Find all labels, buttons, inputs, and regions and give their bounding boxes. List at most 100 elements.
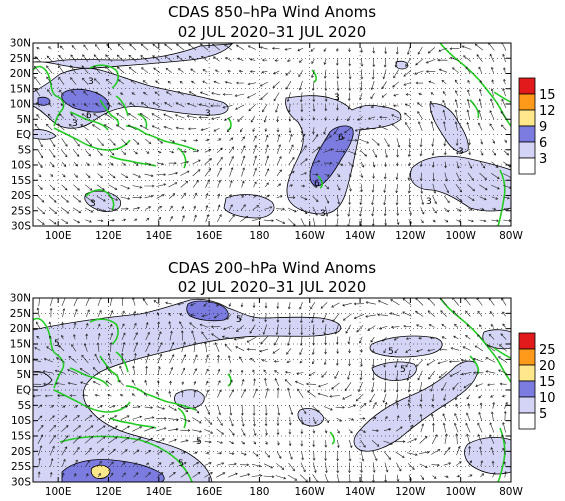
wind-vector [336,462,340,474]
wind-vector [300,172,307,176]
colorbar-swatch [518,93,536,111]
wind-vector [479,161,486,169]
wind-vector [61,173,66,178]
contour-label: 6 [314,179,320,189]
wind-vector [144,184,155,188]
wind-vector [276,302,280,310]
wind-vector [165,91,172,96]
wind-vector [347,150,357,155]
wind-vector [369,393,375,403]
wind-vector [428,370,436,380]
wind-vector [33,370,42,374]
wind-vector [453,422,459,433]
wind-vector [465,422,471,433]
wind-vector [406,370,411,381]
wind-vector [198,103,209,107]
wind-vector [438,348,448,351]
wind-vector [157,139,164,144]
wind-vector [263,219,274,222]
wind-vector [383,451,391,460]
wind-vector [365,314,376,318]
wind-vector [453,335,459,340]
wind-vector [97,309,102,317]
wind-vector [420,475,425,481]
lat-tick-label: 30N [10,38,31,50]
wind-vector [203,302,208,307]
wind-vector [432,475,437,479]
wind-vector [163,113,173,119]
wind-vector [132,437,142,444]
colorbar-swatch [518,157,536,175]
wind-vector [420,423,425,433]
wind-vector [489,422,495,433]
wind-vector [157,462,162,466]
wind-vector [431,150,435,156]
wind-vector [288,429,292,435]
wind-vector [120,173,129,179]
wind-vector [372,429,379,432]
wind-vector [407,172,411,181]
wind-vector [466,324,471,328]
wind-vector [288,416,292,426]
wind-vector [61,298,67,307]
colorbar-swatch [518,109,536,127]
wind-vector [70,77,77,85]
wind-vector [144,406,154,409]
wind-vector [289,184,294,187]
wind-vector [276,155,282,166]
wind-vector [84,425,94,432]
wind-vector [322,312,328,323]
wind-vector [301,451,304,461]
wind-vector [489,110,495,120]
wind-vector [169,354,175,364]
wind-vector [465,335,471,340]
wind-vector [264,206,273,210]
wind-vector [156,162,165,166]
wind-vector [252,127,255,133]
wind-vector [145,322,149,329]
wind-vector [448,360,460,364]
wind-vector [383,440,393,445]
wind-vector [188,91,197,96]
wind-vector [248,104,256,112]
wind-vector [37,207,46,215]
wind-vector [442,121,446,131]
wind-vector [408,414,411,420]
wind-vector [192,429,202,433]
wind-vector [156,194,165,199]
wind-vector [180,160,190,164]
lon-tick-label: 180 [249,486,269,498]
wind-vector [359,150,368,157]
wind-vector [370,336,375,343]
wind-vector [109,173,116,179]
wind-vector [393,69,399,79]
wind-vector [334,324,339,335]
wind-vector [371,370,375,381]
wind-vector [408,138,412,148]
wind-vector [128,54,137,62]
contour-label: 3 [334,93,340,103]
wind-vector [432,219,436,223]
lat-tick-label: EQ [16,129,31,141]
wind-vector [276,127,280,133]
wind-vector [145,217,150,222]
wind-vector [265,134,269,142]
wind-vector [395,370,399,382]
wind-vector [419,150,423,157]
wind-vector [390,325,400,329]
wind-vector [71,44,76,50]
wind-vector [467,402,471,409]
wind-vector [67,369,78,374]
wind-vector [62,405,66,408]
wind-vector [168,406,177,411]
lat-tick-label: 25S [11,205,31,217]
wind-vector [108,184,118,190]
wind-vector [211,92,221,96]
wind-vector [430,121,435,131]
wind-vector [467,196,475,201]
wind-vector [49,415,55,420]
wind-vector [96,196,106,202]
wind-vector [441,80,447,85]
wind-vector [325,462,328,474]
wind-vector [475,383,483,387]
